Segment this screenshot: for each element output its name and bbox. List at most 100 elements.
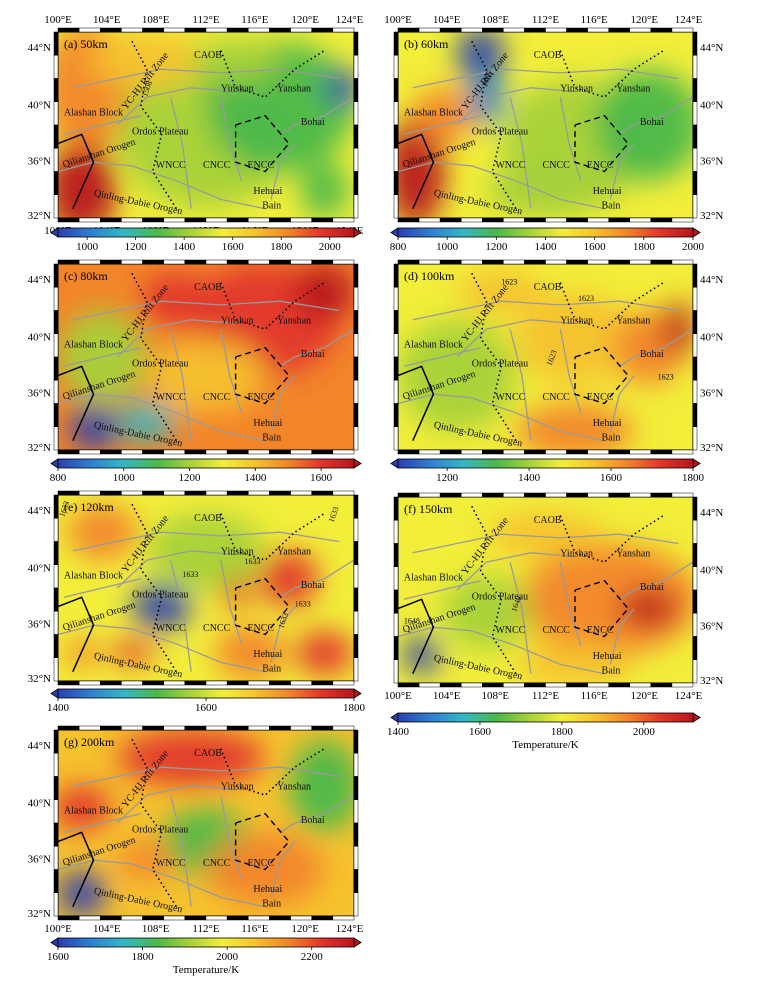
region-label: ENCC [247,623,274,634]
latitude-label: 32°N [28,442,51,454]
longitude-label: 104°E [433,14,461,26]
dotted-contour [131,40,178,210]
region-label: ENCC [247,392,274,403]
dotted-contour [471,272,517,442]
tectonic-boundary-line [72,300,340,321]
longitude-label: 108°E [142,14,170,26]
region-label: Bohai [640,117,664,128]
longitude-label: 112°E [532,690,559,702]
region-label: Bain [262,201,281,212]
dotted-contour [471,505,517,675]
latitude-label: 32°N [700,442,723,454]
temperature-field [398,32,693,218]
region-label: WNCC [156,623,186,634]
longitude-label: 116°E [581,14,608,26]
region-label: Alashan Block [64,806,123,817]
dashed-contour [234,346,290,405]
tectonic-boundary-line [509,328,532,441]
colorbar: 1400 1600 1800 2000 Temperature/K [387,712,701,751]
longitude-label: 100°E [384,14,412,26]
dotted-contour [131,272,178,442]
tectonic-boundary-line [270,841,296,898]
longitude-label: 100°E [384,690,412,702]
colorbar-tick-label: 1200 [485,241,508,253]
colorbar-tick-label: 1000 [113,472,136,484]
region-label: Yanshan [616,316,650,327]
tectonic-boundary-line [403,580,481,600]
temperature-field [58,495,354,681]
colorbar-tick-label: 1800 [343,702,366,714]
panel-label: (e) 120km [64,500,114,514]
region-label: Ordos Plateau [472,126,528,137]
tectonic-boundary-line [169,328,192,441]
tectonic-boundary-line [456,319,576,358]
tectonic-boundary-line [559,561,582,646]
solid-contour [58,365,95,442]
colorbar-tick-label: 1800 [682,472,705,484]
tectonic-boundary-line [412,533,679,554]
latitude-label: 36°N [700,387,723,399]
longitude-label: 100°E [44,14,72,26]
latitude-label: 44°N [700,274,723,286]
region-label: CNCC [203,160,231,171]
colorbar-tick-label: 1800 [132,951,155,963]
region-label: WNCC [156,858,186,869]
dashed-contour [234,812,290,871]
region-label: Alashan Block [64,340,123,351]
region-label: WNCC [156,392,186,403]
latitude-label: 32°N [700,675,723,687]
tectonic-boundary-line [618,328,693,367]
longitude-label: 108°E [482,690,510,702]
region-label: Alashan Block [64,108,123,119]
region-label: Yinshan [221,316,254,327]
colorbar-tick-label: 1600 [600,472,623,484]
colorbar-tick-label: 1400 [535,241,558,253]
region-label: Yinshan [560,84,593,95]
region-label: Ordos Plateau [472,358,528,369]
tectonic-boundary-line [63,115,142,135]
longitude-label: 116°E [241,923,268,935]
tectonic-boundary-line [403,347,481,367]
region-label: Alashan Block [404,573,463,584]
region-label: 1648 [404,616,420,625]
region-label: Ordos Plateau [132,126,188,137]
temperature-field [58,264,354,450]
colorbar-tick-label: 1400 [518,472,541,484]
tectonic-boundary-line [618,561,693,600]
tectonic-boundary-line [270,606,296,663]
panel-label: (c) 80km [64,269,108,283]
panel-d: CAOB Yinshan Yanshan Bohai Alashan Block Ordo… [390,259,723,484]
region-label: Bain [262,433,281,444]
solid-contour [398,365,435,442]
solid-contour [398,598,435,675]
longitude-label: 116°E [241,14,268,26]
panel-label: (d) 100km [404,269,455,283]
colorbar-tick-label: 1600 [469,726,492,738]
tectonic-boundary-line [609,375,635,432]
colorbar-tick-label: 2000 [216,951,239,963]
region-label: ENCC [587,392,614,403]
region-label: Hehuai [593,418,622,429]
longitude-label: 108°E [142,923,170,935]
temperature-field [58,730,354,916]
longitude-label: 120°E [291,923,319,935]
colorbar-tick-label: 1200 [125,241,148,253]
region-label: Yanshan [277,84,311,95]
tectonic-boundary-line [169,559,192,672]
colorbar-tick-label: 1200 [179,472,202,484]
tectonic-boundary-line [559,328,582,413]
region-label: CAOB [194,513,222,524]
tectonic-boundary-line [169,794,192,907]
latitude-label: 40°N [28,798,51,810]
region-label: Yinshan [560,316,593,327]
region-label: Yanshan [277,316,311,327]
solid-contour [58,831,95,908]
temperature-field [398,497,693,683]
region-label: CNCC [543,625,571,636]
region-label: Bohai [301,349,325,360]
colorbar: 1000 1200 1400 1600 1800 2000 [50,227,362,253]
longitude-label: 112°E [532,14,559,26]
colorbar: 1400 1600 1800 [47,688,366,714]
region-label: 1633 [244,557,260,566]
